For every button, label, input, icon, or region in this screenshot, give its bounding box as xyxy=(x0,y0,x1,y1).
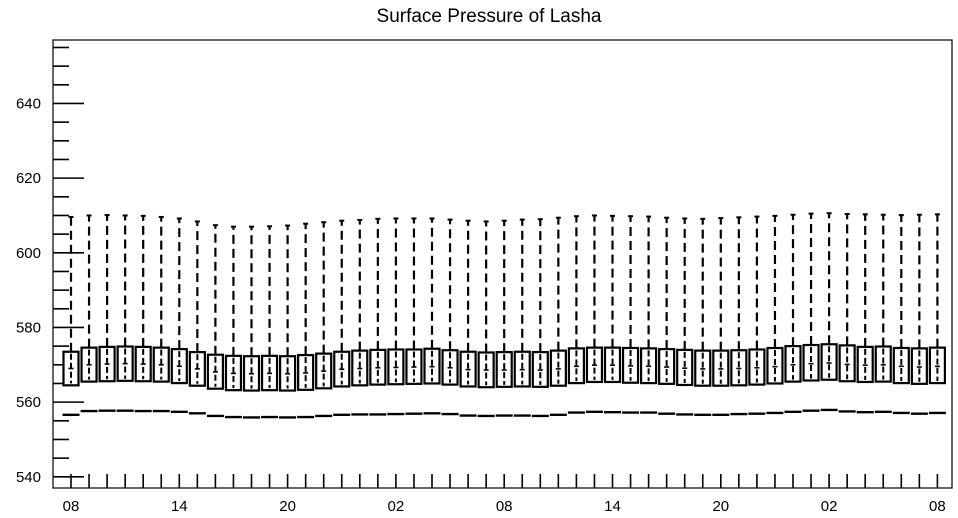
box xyxy=(838,344,856,383)
box-item xyxy=(260,225,279,419)
box-item xyxy=(441,218,459,416)
y-tick-label: 620 xyxy=(16,170,41,187)
box-item xyxy=(766,214,784,415)
box-item xyxy=(170,217,188,414)
x-tick-label: 08 xyxy=(496,498,513,515)
box-item xyxy=(152,215,170,413)
box xyxy=(802,343,820,382)
box-item xyxy=(315,221,333,418)
box-plot-series xyxy=(62,212,947,419)
box-item xyxy=(62,215,80,417)
box-item xyxy=(639,215,658,414)
box-item xyxy=(279,224,297,419)
box-item xyxy=(333,219,351,417)
box-item xyxy=(242,225,261,419)
chart-title: Surface Pressure of Lasha xyxy=(377,6,602,27)
box-item xyxy=(369,217,387,416)
box-item xyxy=(477,220,495,418)
x-tick-label: 14 xyxy=(171,498,188,515)
y-tick-label: 560 xyxy=(16,394,41,411)
box-item xyxy=(405,217,423,415)
box-item xyxy=(676,217,694,416)
box-item xyxy=(928,213,947,415)
box-item xyxy=(80,214,98,413)
box xyxy=(910,347,928,385)
box-item xyxy=(748,215,766,415)
x-tick-label: 08 xyxy=(929,498,946,515)
box xyxy=(766,346,784,385)
box-item xyxy=(820,212,838,412)
y-tick-label: 580 xyxy=(16,319,41,336)
y-axis: 540 560 580 600 620 640 xyxy=(16,46,84,486)
x-tick-label: 20 xyxy=(279,498,296,515)
box-item xyxy=(567,215,586,414)
box-item xyxy=(224,225,243,419)
box-item xyxy=(910,213,928,415)
box-item xyxy=(387,217,405,416)
box-item xyxy=(712,217,730,417)
box xyxy=(784,345,802,383)
box-item xyxy=(892,214,910,415)
x-tick-label: 02 xyxy=(388,498,405,515)
box-item xyxy=(531,218,549,418)
box-item xyxy=(784,213,802,414)
box xyxy=(820,343,838,381)
box-item xyxy=(658,216,676,415)
box-item xyxy=(495,219,513,417)
box-item xyxy=(351,218,369,416)
box-item xyxy=(459,219,477,417)
box-item xyxy=(297,222,315,419)
box-item xyxy=(513,218,531,417)
x-tick-label: 02 xyxy=(821,498,838,515)
box-item xyxy=(802,212,820,412)
box-item xyxy=(603,214,622,414)
box-item xyxy=(98,214,116,412)
box-item xyxy=(116,214,134,412)
box-item xyxy=(134,214,152,413)
box xyxy=(928,346,947,385)
box-item xyxy=(188,220,206,415)
y-tick-label: 600 xyxy=(16,245,41,262)
box-item xyxy=(621,215,640,414)
x-axis: 08 14 20 02 08 14 20 02 08 xyxy=(63,474,946,515)
box-item xyxy=(856,213,874,414)
box-item xyxy=(874,213,892,414)
x-tick-label: 20 xyxy=(712,498,729,515)
x-tick-label: 14 xyxy=(604,498,621,515)
box-item xyxy=(694,217,712,417)
box-item xyxy=(730,216,748,416)
x-tick-label: 08 xyxy=(63,498,80,515)
box-item xyxy=(206,224,224,418)
box-item xyxy=(549,216,567,417)
box-item xyxy=(423,217,441,415)
plot-frame xyxy=(52,39,953,489)
y-tick-label: 640 xyxy=(16,95,41,112)
y-tick-label: 540 xyxy=(16,469,41,486)
box-item xyxy=(838,212,856,413)
box-item xyxy=(585,214,604,414)
